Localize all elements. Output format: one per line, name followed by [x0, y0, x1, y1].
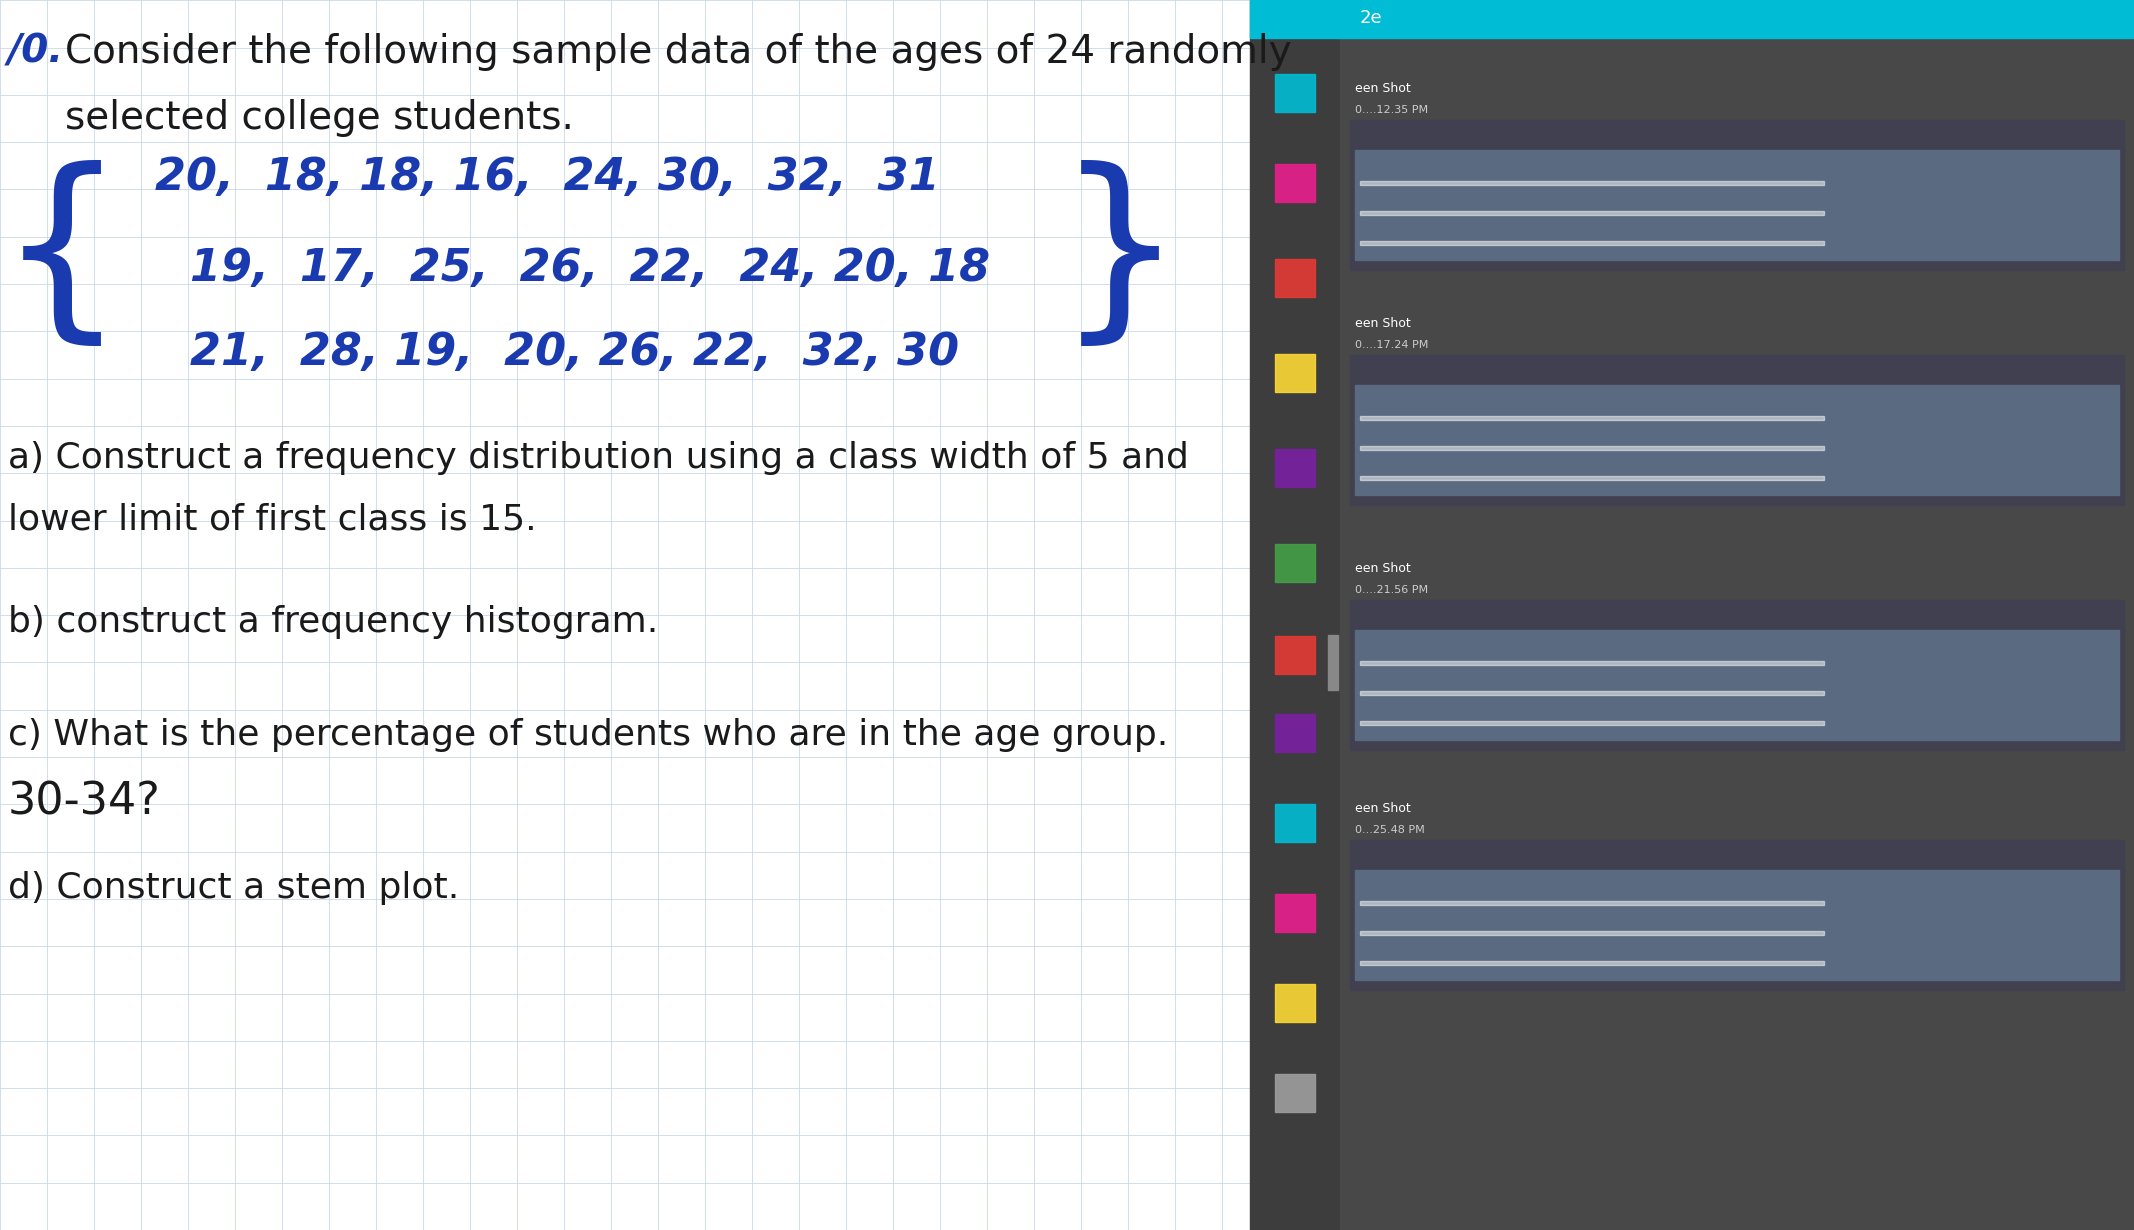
Bar	[1274, 354, 1315, 392]
Bar	[1359, 661, 1825, 665]
Bar	[1359, 212, 1825, 215]
Text: 0....12.35 PM: 0....12.35 PM	[1355, 105, 1428, 114]
Bar	[1355, 870, 2119, 980]
Bar	[1355, 630, 2119, 740]
Bar	[1251, 0, 2134, 38]
Bar	[1355, 385, 2119, 494]
Text: een Shot: een Shot	[1355, 562, 1411, 574]
Bar	[1359, 416, 1825, 419]
Text: a) Construct a frequency distribution using a class width of 5 and: a) Construct a frequency distribution us…	[9, 442, 1189, 475]
Text: lower limit of first class is 15.: lower limit of first class is 15.	[9, 503, 536, 538]
Bar	[1251, 0, 1340, 1230]
Bar	[1274, 804, 1315, 843]
Text: 2e: 2e	[1359, 9, 1383, 27]
Text: 30-34?: 30-34?	[9, 781, 160, 824]
Bar	[1359, 476, 1825, 480]
Bar	[1359, 902, 1825, 905]
Text: selected college students.: selected college students.	[64, 98, 574, 137]
Text: een Shot: een Shot	[1355, 802, 1411, 815]
Text: een Shot: een Shot	[1355, 82, 1411, 95]
Bar	[0, 0, 1251, 1230]
Bar	[1274, 636, 1315, 674]
Bar	[1351, 355, 2123, 506]
Text: }: }	[1056, 160, 1184, 355]
Bar	[1274, 74, 1315, 112]
Bar	[1274, 164, 1315, 202]
Bar	[1340, 0, 2134, 1230]
Bar	[1359, 181, 1825, 184]
Bar	[1274, 713, 1315, 752]
Text: Consider the following sample data of the ages of 24 randomly: Consider the following sample data of th…	[64, 33, 1291, 71]
Bar	[1351, 600, 2123, 750]
Bar	[1274, 984, 1315, 1022]
Text: d) Construct a stem plot.: d) Construct a stem plot.	[9, 871, 459, 905]
Bar	[1274, 449, 1315, 487]
Text: {: {	[0, 160, 126, 355]
Text: /0.: /0.	[9, 33, 64, 71]
Bar	[1359, 721, 1825, 724]
Bar	[1274, 544, 1315, 582]
Text: een Shot: een Shot	[1355, 317, 1411, 330]
Text: 20,  18, 18, 16,  24, 30,  32,  31: 20, 18, 18, 16, 24, 30, 32, 31	[156, 156, 939, 199]
Bar	[1274, 1074, 1315, 1112]
Bar	[1359, 691, 1825, 695]
Text: 0....17.24 PM: 0....17.24 PM	[1355, 339, 1428, 351]
Bar	[1359, 931, 1825, 935]
Bar	[1359, 241, 1825, 245]
Text: 21,  28, 19,  20, 26, 22,  32, 30: 21, 28, 19, 20, 26, 22, 32, 30	[190, 331, 958, 374]
Text: 0....21.56 PM: 0....21.56 PM	[1355, 585, 1428, 595]
Bar	[1355, 150, 2119, 260]
Bar	[1359, 446, 1825, 450]
Text: b) construct a frequency histogram.: b) construct a frequency histogram.	[9, 605, 657, 640]
Bar	[1351, 840, 2123, 990]
Bar	[1359, 961, 1825, 966]
Text: c) What is the percentage of students who are in the age group.: c) What is the percentage of students wh…	[9, 718, 1167, 752]
Bar	[1351, 121, 2123, 271]
Bar	[1274, 894, 1315, 932]
Bar	[1274, 260, 1315, 296]
Text: 19,  17,  25,  26,  22,  24, 20, 18: 19, 17, 25, 26, 22, 24, 20, 18	[190, 246, 990, 289]
Text: 0...25.48 PM: 0...25.48 PM	[1355, 825, 1426, 835]
Bar	[1327, 635, 1338, 690]
